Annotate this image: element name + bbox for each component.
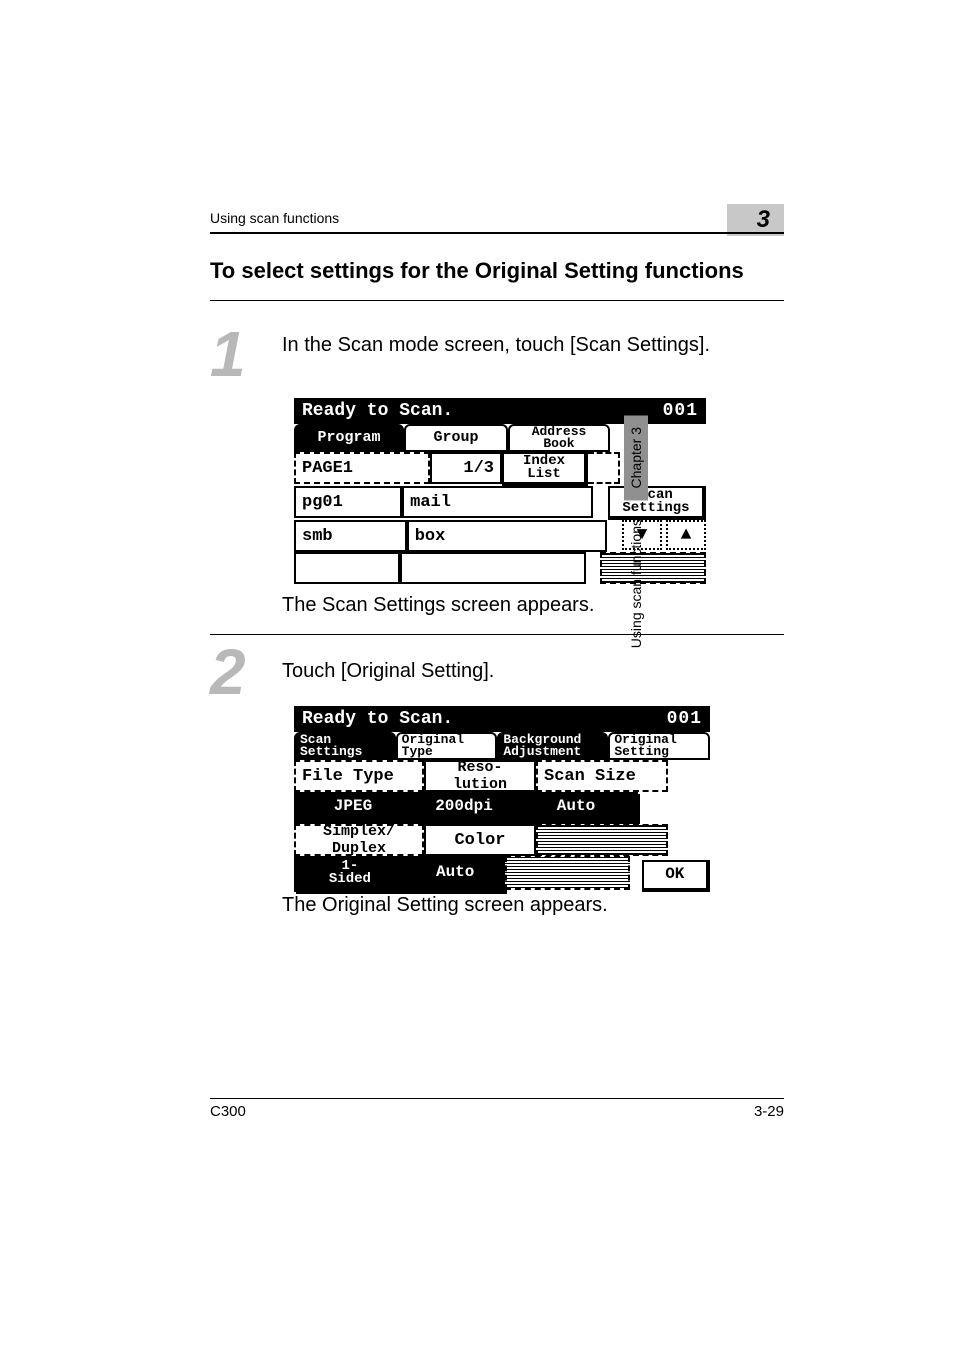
settings-row2-values: 1- Sided Auto OK [294,856,710,892]
pager-scrollbar[interactable] [588,452,620,484]
color-label: Color [424,824,536,856]
footer-model: C300 [210,1103,246,1120]
empty-slot [600,552,706,584]
step-number-1: 1 [210,322,246,386]
tab-scan-settings[interactable]: Scan Settings [294,732,396,760]
step2-result: The Original Setting screen appears. [282,894,784,917]
scan-size-value[interactable]: Auto [516,792,638,824]
resolution-value[interactable]: 200dpi [414,792,516,824]
footer-page-number: 3-29 [754,1103,784,1120]
file-type-value[interactable]: JPEG [294,792,414,824]
row1-col1[interactable]: pg01 [294,486,402,518]
job-counter-2: 001 [667,709,702,729]
step-text-2: Touch [Original Setting]. [282,658,784,685]
side-label: Using scan functions [624,513,648,654]
status-text: Ready to Scan. [302,401,453,421]
tab-group[interactable]: Group [404,424,508,452]
side-chapter: Chapter 3 [624,415,648,500]
page-label: PAGE1 [294,452,430,484]
scroll-up-button[interactable]: ▲ [666,520,706,550]
settings-row1-values: JPEG 200dpi Auto [294,792,710,824]
page-counter: 1/3 [430,452,502,484]
row3-col2[interactable] [400,552,586,584]
tab-original-setting[interactable]: Original Setting [608,732,710,760]
row1-col2[interactable]: mail [402,486,593,518]
row3-col1[interactable] [294,552,400,584]
page-footer: C300 3-29 [210,1098,784,1120]
step-divider [210,634,784,635]
tab-address-book[interactable]: Address Book [508,424,610,452]
tab-program[interactable]: Program [294,424,404,452]
job-counter: 001 [663,401,698,421]
tab-background-adjustment[interactable]: Background Adjustment [497,732,608,760]
scan-size-label: Scan Size [536,760,668,792]
file-type-label: File Type [294,760,424,792]
row2-col2[interactable]: box [407,520,607,552]
page: Using scan functions 3 To select setting… [0,0,954,1350]
scan-settings-button[interactable]: Scan Settings [608,486,706,520]
simplex-duplex-label: Simplex/ Duplex [294,824,424,856]
status-text-2: Ready to Scan. [302,709,453,729]
step-text-1: In the Scan mode screen, touch [Scan Set… [282,332,784,359]
row2-col1[interactable]: smb [294,520,407,552]
lcd-screen-2: Ready to Scan. 001 Scan Settings Origina… [294,706,710,892]
resolution-label: Reso- lution [424,760,536,792]
section-heading: To select settings for the Original Sett… [210,258,784,284]
settings-row2-labels: Simplex/ Duplex Color [294,824,710,856]
settings-tabs: Scan Settings Original Type Background A… [294,732,710,760]
blank-slot-1 [536,824,668,856]
ok-button[interactable]: OK [642,860,710,892]
tab-original-type[interactable]: Original Type [396,732,498,760]
section-rule [210,300,784,301]
header-rule [210,232,784,234]
step-number-2: 2 [210,640,246,704]
running-title: Using scan functions [210,210,339,226]
index-list-button[interactable]: Index List [502,452,588,486]
status-bar-2: Ready to Scan. 001 [294,706,710,732]
step1-result: The Scan Settings screen appears. [282,594,784,617]
settings-row1-labels: File Type Reso- lution Scan Size [294,760,710,792]
simplex-duplex-value[interactable]: 1- Sided [294,856,408,892]
running-header: Using scan functions 3 [210,210,784,226]
color-value[interactable]: Auto [408,856,505,892]
blank-slot-2 [505,856,631,890]
